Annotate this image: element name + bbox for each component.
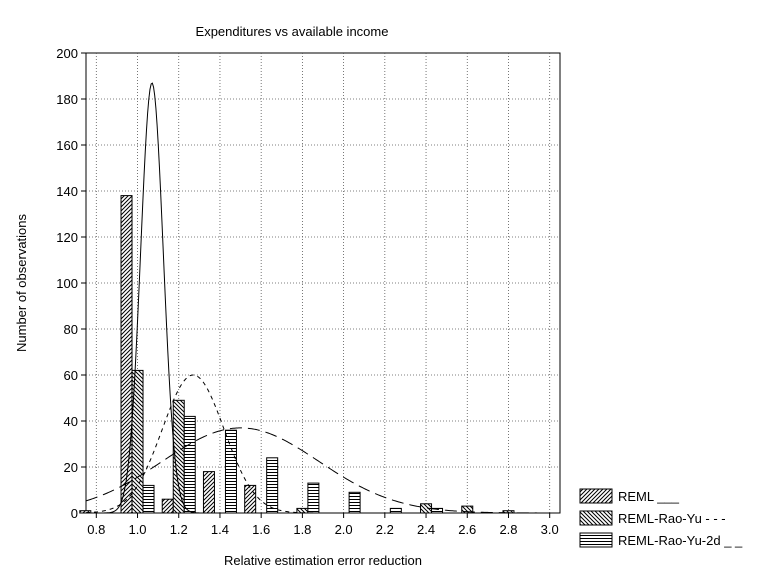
y-tick-label: 200 (56, 46, 78, 61)
legend-label-1: REML ___ (618, 489, 680, 504)
bar-3-2 (348, 491, 361, 514)
x-tick-label: 2.4 (417, 522, 435, 537)
y-tick-label: 160 (56, 138, 78, 153)
x-axis-label: Relative estimation error reduction (224, 553, 422, 568)
x-tick-label: 3.0 (541, 522, 559, 537)
bar-1-1 (120, 195, 133, 514)
x-tick-label: 2.8 (499, 522, 517, 537)
y-tick-label: 40 (64, 414, 78, 429)
x-tick-label: 1.8 (293, 522, 311, 537)
legend-swatch-2 (579, 510, 613, 526)
x-tick-label: 2.0 (335, 522, 353, 537)
bar-3-1.4 (224, 429, 237, 514)
bar-3-1.2 (183, 415, 196, 514)
x-tick-label: 2.2 (376, 522, 394, 537)
y-tick-label: 20 (64, 460, 78, 475)
x-tick-label: 0.8 (87, 522, 105, 537)
y-tick-label: 0 (71, 506, 78, 521)
legend-label-3: REML-Rao-Yu-2d _ _ (618, 533, 743, 548)
bar-3-1 (142, 484, 155, 514)
bar-1-1.4 (202, 471, 215, 514)
y-tick-label: 120 (56, 230, 78, 245)
y-tick-label: 60 (64, 368, 78, 383)
y-tick-label: 140 (56, 184, 78, 199)
histogram-bars (79, 195, 515, 514)
bar-1-1.2 (161, 498, 174, 514)
bar-3-1.6 (266, 457, 279, 514)
y-tick-label: 80 (64, 322, 78, 337)
x-tick-label: 1.6 (252, 522, 270, 537)
bar-3-2.2 (389, 507, 402, 514)
x-tick-label: 1.4 (211, 522, 229, 537)
legend-label-2: REML-Rao-Yu - - - (618, 511, 726, 526)
legend-swatch-3 (579, 532, 613, 548)
y-axis-label: Number of observations (14, 213, 29, 352)
fit-curves (85, 82, 560, 514)
fit-curve-2 (85, 374, 560, 514)
x-tick-label: 1.0 (128, 522, 146, 537)
bar-1-1.6 (244, 484, 257, 514)
legend-swatch-1 (579, 488, 613, 504)
y-tick-label: 180 (56, 92, 78, 107)
bar-3-1.8 (307, 482, 320, 514)
y-tick-label: 100 (56, 276, 78, 291)
legend: REML ___ REML-Rao-Yu - - - REML-Rao-Yu-2d … (579, 488, 743, 548)
chart-title: Expenditures vs available income (196, 24, 389, 39)
y-axis-ticks: 0 20 40 60 80 100 120 140 160 180 200 (56, 46, 86, 521)
fit-curve-3 (85, 427, 560, 514)
x-axis-ticks: 0.8 1.0 1.2 1.4 1.6 1.8 2.0 2.2 2.4 2.6 2.8 3.0 (87, 513, 559, 537)
x-tick-label: 2.6 (458, 522, 476, 537)
x-tick-label: 1.2 (170, 522, 188, 537)
